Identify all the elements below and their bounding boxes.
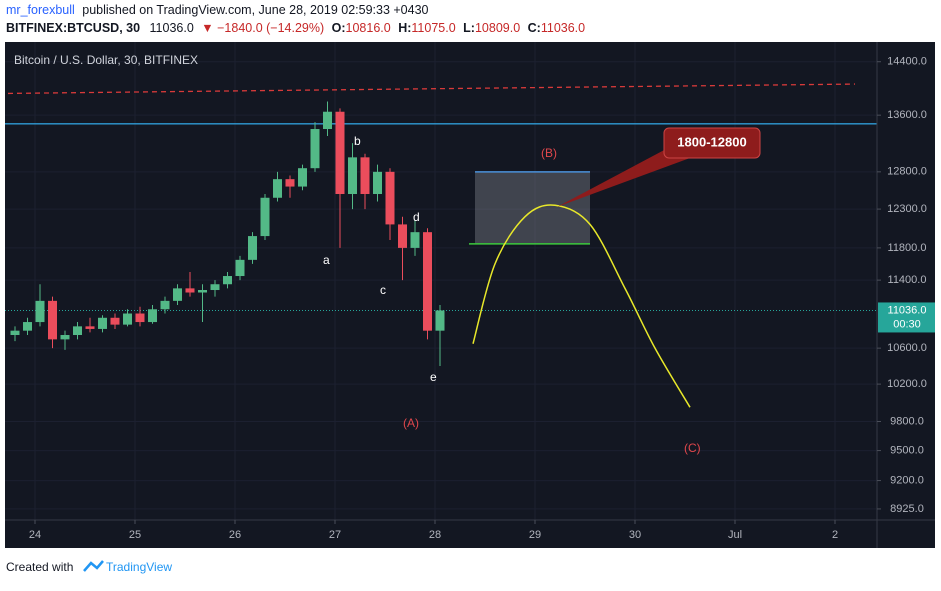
candle-body <box>35 300 45 323</box>
x-tick-label: 26 <box>229 529 241 541</box>
footer-brand[interactable]: TradingView <box>106 560 172 574</box>
chart-title: Bitcoin / U.S. Dollar, 30, BITFINEX <box>14 53 198 67</box>
wave-label: b <box>354 134 361 148</box>
candle-body <box>385 171 395 225</box>
y-tick-label: 10600.0 <box>887 342 927 354</box>
y-tick-label: 12300.0 <box>887 203 927 215</box>
x-tick-label: 28 <box>429 529 441 541</box>
wave-labels: a b c d e <box>323 134 437 384</box>
y-tick-label: 9500.0 <box>890 444 924 456</box>
candle-body <box>348 157 357 195</box>
last-price-badge <box>878 302 935 333</box>
candle-body <box>248 236 257 260</box>
candle-body <box>373 171 382 195</box>
quote-value: 11075.0 <box>411 21 455 35</box>
y-tick-label: 14400.0 <box>887 56 927 68</box>
wave-label: d <box>413 210 420 224</box>
candle-body <box>185 288 195 293</box>
quote-value: 10816.0 <box>346 21 391 35</box>
quote-value: 11036.0 <box>541 21 585 35</box>
header-line-1: mr_forexbull published on TradingView.co… <box>6 3 429 17</box>
candle-body <box>398 224 407 248</box>
footer-created: Created with <box>6 560 73 574</box>
header-line-2: BITFINEX:BTCUSD, 30 11036.0 ▼ −1840.0 (−… <box>6 21 585 35</box>
y-tick-label: 11800.0 <box>888 242 927 254</box>
x-tick-label: 29 <box>529 529 541 541</box>
target-box <box>475 171 590 244</box>
projection-curve <box>472 204 691 408</box>
candle-body <box>223 276 232 285</box>
candle-body <box>85 326 95 329</box>
candle-body <box>98 317 107 329</box>
candle-body <box>110 317 120 325</box>
candle-body <box>60 335 70 340</box>
quote-label: H: <box>398 21 411 35</box>
quote-label: O: <box>332 21 346 35</box>
callout-text: 1800-12800 <box>677 134 746 149</box>
published: published on TradingView.com, June 28, 2… <box>82 3 428 17</box>
x-tick-label: 27 <box>329 529 341 541</box>
callout-pointer <box>557 148 690 207</box>
y-tick-label: 13600.0 <box>887 109 927 121</box>
candle-body <box>423 232 432 331</box>
x-tick-label: Jul <box>728 529 742 541</box>
candle-body <box>173 288 182 301</box>
candle-body <box>285 179 295 187</box>
candle-body <box>335 111 345 195</box>
y-tick-label: 10200.0 <box>887 378 927 390</box>
wave-label: (A) <box>403 416 419 430</box>
candle-body <box>360 157 370 195</box>
quote-value: 10809.0 <box>475 21 520 35</box>
candle-body <box>73 326 82 336</box>
candle-body <box>435 310 445 331</box>
y-tick-label: 8925.0 <box>890 503 924 515</box>
wave-label: (B) <box>541 146 557 160</box>
trend-line <box>7 83 856 95</box>
candle-body <box>198 290 207 293</box>
candle-body <box>123 313 132 325</box>
last-price-label: 11036.0 <box>888 304 927 316</box>
candle-body <box>410 232 420 248</box>
candle-body <box>273 179 282 198</box>
candle-body <box>135 313 145 323</box>
x-tick-label: 2 <box>832 529 838 541</box>
quote-label: L: <box>463 21 475 35</box>
candle-body <box>148 309 157 323</box>
candle-body <box>23 322 32 331</box>
wave-labels-major: (A) (B) (C) <box>403 146 701 455</box>
candle-body <box>235 259 245 277</box>
symbol: BITFINEX:BTCUSD, 30 <box>6 21 140 35</box>
last: 11036.0 <box>150 21 194 35</box>
wave-label: (C) <box>684 441 701 455</box>
y-tick-label: 11400.0 <box>888 274 927 286</box>
x-tick-label: 30 <box>629 529 641 541</box>
candle-body <box>260 197 270 237</box>
candle-body <box>48 300 57 340</box>
x-tick-label: 25 <box>129 529 141 541</box>
y-tick-label: 9800.0 <box>890 415 924 427</box>
wave-label: c <box>380 283 386 297</box>
countdown: 00:30 <box>893 318 921 330</box>
footer-logo <box>83 560 104 572</box>
candle-body <box>160 300 170 310</box>
candle-body <box>10 330 20 336</box>
plot <box>5 42 877 520</box>
author[interactable]: mr_forexbull <box>6 3 75 17</box>
y-tick-label: 12800.0 <box>887 166 927 178</box>
chart-bg <box>5 42 935 548</box>
candle-body <box>298 168 307 187</box>
x-tick-label: 24 <box>29 529 41 541</box>
callout <box>663 127 761 159</box>
wave-label: e <box>430 370 437 384</box>
change: ▼ −1840.0 (−14.29%) <box>201 21 324 35</box>
quote-label: C: <box>528 21 541 35</box>
candle-body <box>323 111 332 130</box>
y-tick-label: 9200.0 <box>890 474 924 486</box>
footer-bg <box>5 548 935 586</box>
wave-label: a <box>323 253 330 267</box>
candle-body <box>210 284 220 291</box>
candle-body <box>310 129 320 169</box>
